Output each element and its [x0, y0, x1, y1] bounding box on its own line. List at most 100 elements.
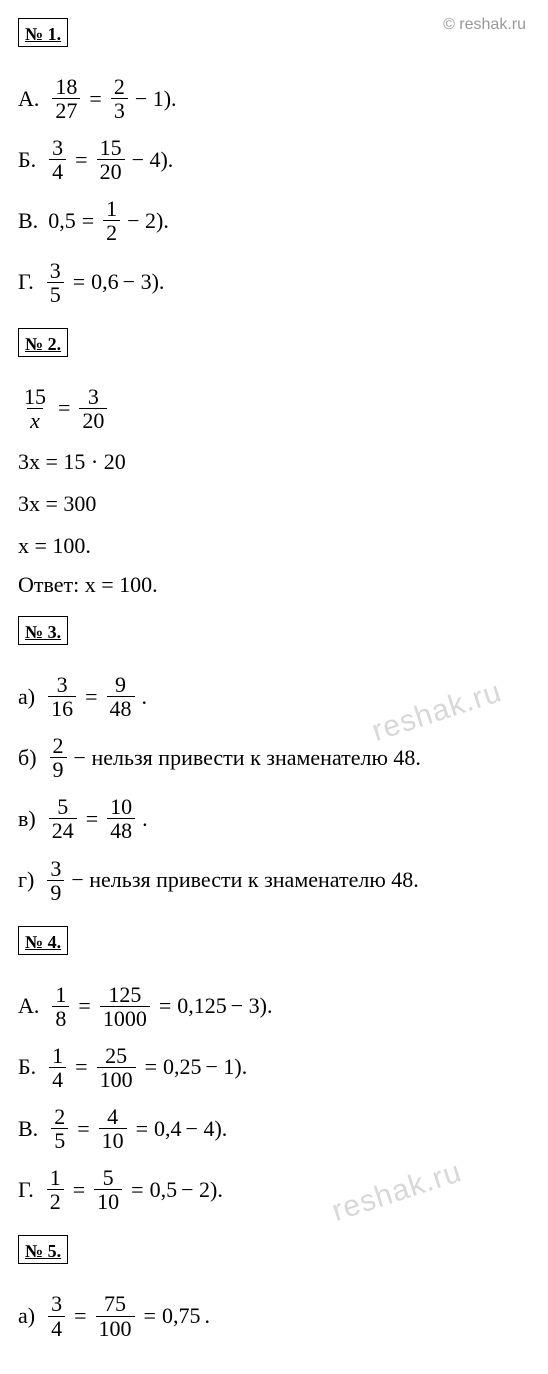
section-4-box: № 4. — [18, 926, 68, 955]
section-2-box: № 2. — [18, 328, 68, 357]
num: 3 — [54, 673, 71, 696]
p3-row-b: б) 2 9 − нельзя привести к знаменателю 4… — [18, 734, 530, 781]
p1-a-label: А. — [18, 86, 39, 112]
p1-g-label: Г. — [18, 269, 34, 295]
den: 10 — [99, 1128, 127, 1152]
den: 8 — [52, 1006, 69, 1030]
num: 15 — [21, 385, 49, 408]
den: 4 — [48, 1316, 65, 1340]
p5-a-tail: . — [204, 1303, 210, 1329]
section-3-box: № 3. — [18, 616, 68, 645]
p3-v-label: в) — [18, 806, 36, 832]
p1-b-frac2: 15 20 — [97, 136, 125, 183]
equals: = — [77, 1116, 89, 1142]
den: 10 — [94, 1189, 122, 1213]
p4-g-label: Г. — [18, 1177, 34, 1203]
p3-g-tail: − нельзя привести к знаменателю 48. — [71, 867, 418, 893]
num: 9 — [112, 673, 129, 696]
equals: = — [145, 1054, 157, 1080]
num: 2 — [50, 734, 67, 757]
p3-a-label: а) — [18, 684, 35, 710]
den: 4 — [49, 159, 66, 183]
section-4-title: № 4. — [25, 932, 61, 952]
p4-b-tail: − 1). — [205, 1054, 247, 1080]
den: 16 — [48, 696, 76, 720]
p3-v-frac1: 5 24 — [49, 795, 77, 842]
den: 100 — [96, 1316, 135, 1340]
p1-b-label: Б. — [18, 147, 36, 173]
p1-row-a: А. 18 27 = 2 3 − 1). — [18, 75, 530, 122]
p1-g-tail: − 3). — [123, 269, 165, 295]
p5-a-label: а) — [18, 1303, 35, 1329]
den: 100 — [97, 1067, 136, 1091]
p3-b-tail: − нельзя привести к знаменателю 48. — [74, 745, 421, 771]
p1-row-b: Б. 3 4 = 15 20 − 4). — [18, 136, 530, 183]
p4-b-frac2: 25 100 — [97, 1044, 136, 1091]
p5-a-frac1: 3 4 — [48, 1292, 65, 1339]
p3-g-label: г) — [18, 867, 34, 893]
equals: = — [75, 1054, 87, 1080]
p5-a-frac2: 75 100 — [96, 1292, 135, 1339]
p1-a-frac1: 18 27 — [52, 75, 80, 122]
num: 5 — [100, 1166, 117, 1189]
den: 5 — [47, 282, 64, 306]
equals: = — [144, 1303, 156, 1329]
num: 2 — [111, 75, 128, 98]
p4-row-a: А. 1 8 = 125 1000 = 0,125 − 3). — [18, 983, 530, 1030]
equals: = — [85, 684, 97, 710]
p3-a-frac2: 9 48 — [107, 673, 135, 720]
num: 3 — [47, 259, 64, 282]
p1-a-tail: − 1). — [135, 86, 177, 112]
p4-a-frac2: 125 1000 — [100, 983, 150, 1030]
p1-b-frac1: 3 4 — [49, 136, 66, 183]
p1-v-lhs: 0,5 — [48, 208, 76, 234]
p5-a-rhs: 0,75 — [162, 1303, 201, 1329]
section-5-title: № 5. — [25, 1241, 61, 1261]
p4-b-frac1: 1 4 — [49, 1044, 66, 1091]
p2-l2: 3x = 15 · 20 — [18, 446, 530, 478]
p2-answer: Ответ: x = 100. — [18, 572, 530, 598]
p1-row-v: В. 0,5 = 1 2 − 2). — [18, 197, 530, 244]
p4-v-frac2: 4 10 — [99, 1105, 127, 1152]
p4-a-frac1: 1 8 — [52, 983, 69, 1030]
equals: = — [73, 1177, 85, 1203]
num: 4 — [104, 1105, 121, 1128]
p4-row-g: Г. 1 2 = 5 10 = 0,5 − 2). — [18, 1166, 530, 1213]
p3-g-frac1: 3 9 — [47, 857, 64, 904]
p4-g-tail: − 2). — [181, 1177, 223, 1203]
p4-g-frac2: 5 10 — [94, 1166, 122, 1213]
p3-b-frac1: 2 9 — [50, 734, 67, 781]
p3-b-label: б) — [18, 745, 37, 771]
den: 3 — [111, 98, 128, 122]
num: 3 — [48, 1292, 65, 1315]
p4-b-label: Б. — [18, 1054, 36, 1080]
p2-l4: x = 100. — [18, 530, 530, 562]
num: 1 — [49, 1044, 66, 1067]
equals: = — [58, 395, 70, 421]
p1-b-tail: − 4). — [132, 147, 174, 173]
p3-row-v: в) 5 24 = 10 48 . — [18, 795, 530, 842]
section-3-title: № 3. — [25, 622, 61, 642]
num: 1 — [47, 1166, 64, 1189]
equals: = — [82, 208, 94, 234]
answer-label: Ответ: — [18, 572, 79, 597]
equals: = — [78, 993, 90, 1019]
p1-row-g: Г. 3 5 = 0,6 − 3). — [18, 259, 530, 306]
den: 20 — [97, 159, 125, 183]
den: x — [27, 408, 43, 432]
equals: = — [75, 147, 87, 173]
p1-g-rhs: 0,6 — [91, 269, 119, 295]
num: 25 — [102, 1044, 130, 1067]
den: 9 — [47, 880, 64, 904]
den: 27 — [52, 98, 80, 122]
p3-row-a: а) 3 16 = 9 48 . — [18, 673, 530, 720]
den: 2 — [47, 1189, 64, 1213]
p4-v-rhs: 0,4 — [154, 1116, 182, 1142]
num: 1 — [103, 197, 120, 220]
den: 2 — [103, 220, 120, 244]
num: 10 — [107, 795, 135, 818]
num: 3 — [49, 136, 66, 159]
p1-g-frac1: 3 5 — [47, 259, 64, 306]
num: 3 — [85, 385, 102, 408]
p4-a-label: А. — [18, 993, 39, 1019]
